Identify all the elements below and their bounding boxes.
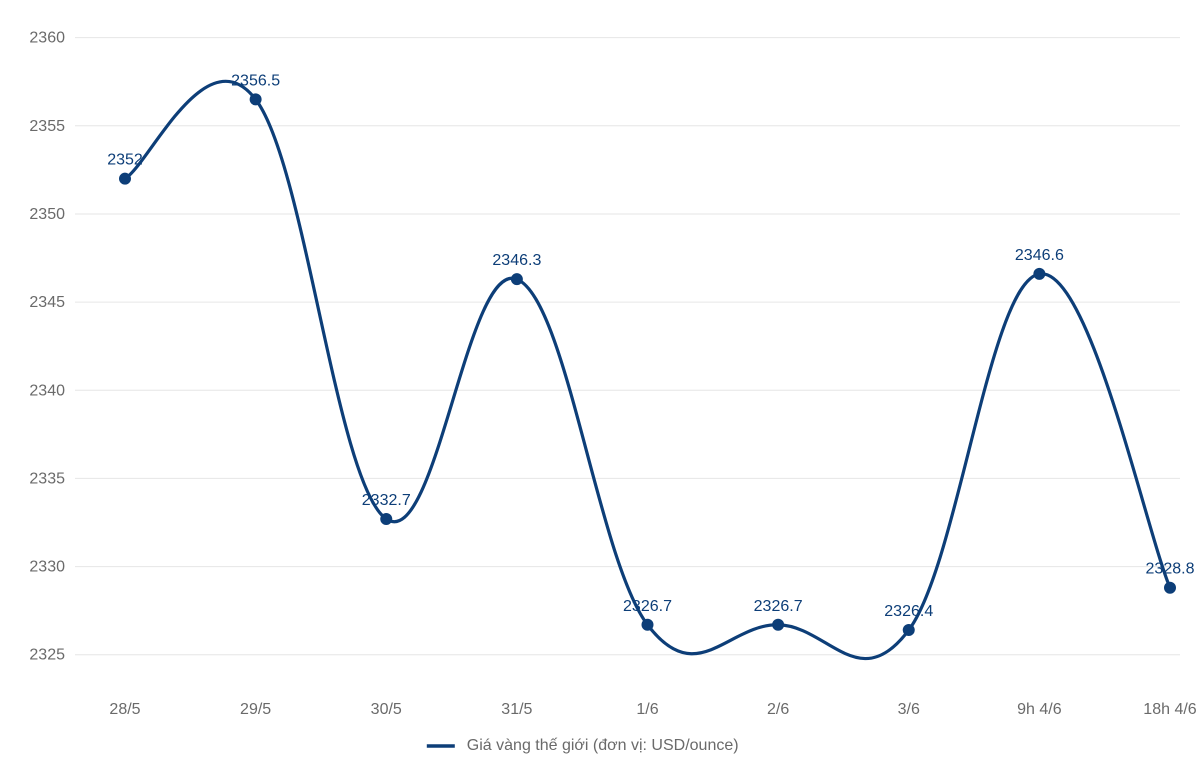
- data-marker: [120, 173, 131, 184]
- y-tick-label: 2350: [29, 206, 65, 223]
- data-labels: 2352 2356.5 2332.7 2346.3 2326.7 2326.7 2326.4…: [107, 72, 1194, 620]
- chart-svg: 2325 2330 2335 2340 2345 2350 2355 2360 28/5 29/…: [0, 0, 1197, 773]
- y-tick-label: 2360: [29, 30, 65, 47]
- data-marker: [511, 274, 522, 285]
- x-tick-label: 29/5: [240, 701, 271, 718]
- data-label: 2346.6: [1015, 247, 1064, 264]
- y-tick-label: 2345: [29, 294, 65, 311]
- x-tick-label: 28/5: [109, 701, 140, 718]
- data-label: 2332.7: [362, 492, 411, 509]
- y-tick-label: 2335: [29, 470, 65, 487]
- x-axis-ticks: 28/5 29/5 30/5 31/5 1/6 2/6 3/6 9h 4/6 18h 4/6: [109, 701, 1196, 718]
- data-marker: [773, 619, 784, 630]
- y-tick-label: 2325: [29, 647, 65, 664]
- series-line: [125, 81, 1170, 658]
- data-label: 2326.7: [623, 598, 672, 615]
- x-tick-label: 2/6: [767, 701, 789, 718]
- legend: Giá vàng thế giới (đơn vị: USD/ounce): [427, 737, 739, 754]
- gold-price-chart: 2325 2330 2335 2340 2345 2350 2355 2360 28/5 29/…: [0, 0, 1197, 773]
- legend-label: Giá vàng thế giới (đơn vị: USD/ounce): [467, 737, 739, 754]
- data-marker: [1034, 268, 1045, 279]
- data-label: 2326.7: [754, 598, 803, 615]
- data-marker: [1165, 582, 1176, 593]
- x-tick-label: 3/6: [898, 701, 920, 718]
- data-label: 2328.8: [1146, 561, 1195, 578]
- grid: [75, 38, 1180, 655]
- x-tick-label: 31/5: [501, 701, 532, 718]
- y-tick-label: 2340: [29, 382, 65, 399]
- data-markers: [120, 94, 1176, 636]
- data-marker: [381, 513, 392, 524]
- x-tick-label: 1/6: [636, 701, 658, 718]
- x-tick-label: 9h 4/6: [1017, 701, 1062, 718]
- data-label: 2352: [107, 152, 143, 169]
- y-tick-label: 2355: [29, 118, 65, 135]
- y-tick-label: 2330: [29, 559, 65, 576]
- x-tick-label: 18h 4/6: [1143, 701, 1196, 718]
- y-axis-ticks: 2325 2330 2335 2340 2345 2350 2355 2360: [29, 30, 65, 664]
- data-label: 2356.5: [231, 72, 280, 89]
- data-label: 2326.4: [884, 603, 933, 620]
- x-tick-label: 30/5: [371, 701, 402, 718]
- data-label: 2346.3: [492, 252, 541, 269]
- data-marker: [250, 94, 261, 105]
- data-marker: [642, 619, 653, 630]
- data-marker: [903, 625, 914, 636]
